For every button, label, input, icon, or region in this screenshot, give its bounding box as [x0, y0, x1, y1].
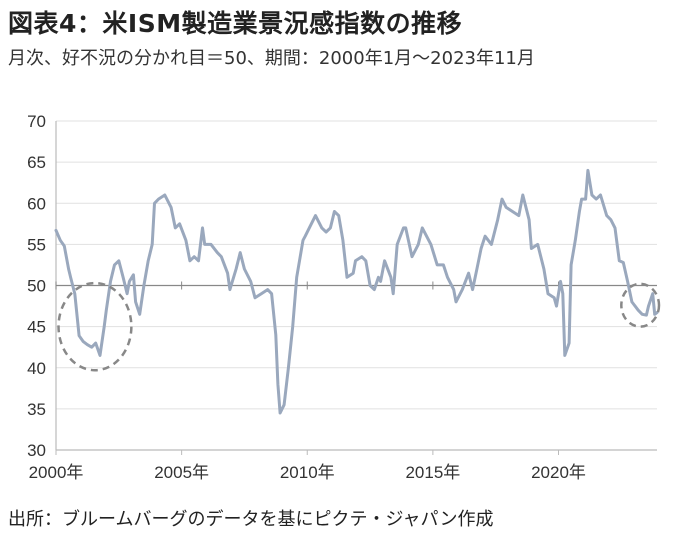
- y-tick-label: 70: [27, 112, 46, 131]
- axes: [55, 121, 657, 455]
- x-tick-label: 2000年: [29, 463, 84, 482]
- x-tick-label: 2015年: [405, 463, 460, 482]
- x-tick-label: 2005年: [154, 463, 209, 482]
- y-tick-label: 60: [27, 194, 46, 213]
- series-line-ism: [54, 168, 659, 415]
- y-tick-label: 50: [27, 277, 46, 296]
- highlight-circle: [57, 281, 133, 372]
- y-tick-label: 40: [27, 359, 46, 378]
- chart-subtitle: 月次、好不況の分かれ目＝50、期間：2000年1月～2023年11月: [8, 48, 535, 69]
- x-tick-labels: 2000年 2005年 2010年 2015年 2020年: [29, 463, 586, 482]
- y-tick-labels: 30 35 40 45 50 55 60 65 70: [27, 112, 46, 460]
- highlight-circle: [620, 282, 661, 328]
- source-note: 出所：ブルームバーグのデータを基にピクテ・ジャパン作成: [8, 509, 494, 530]
- y-tick-label: 55: [27, 235, 46, 254]
- y-tick-label: 45: [27, 318, 46, 337]
- x-tick-label: 2020年: [531, 463, 586, 482]
- series-layer: [54, 168, 659, 415]
- y-tick-label: 30: [27, 441, 46, 460]
- y-tick-label: 65: [27, 153, 46, 172]
- x-tick-label: 2010年: [280, 463, 335, 482]
- chart-title: 図表4：米ISM製造業景況感指数の推移: [8, 9, 463, 38]
- y-tick-label: 35: [27, 400, 46, 419]
- highlight-circles: [57, 281, 661, 372]
